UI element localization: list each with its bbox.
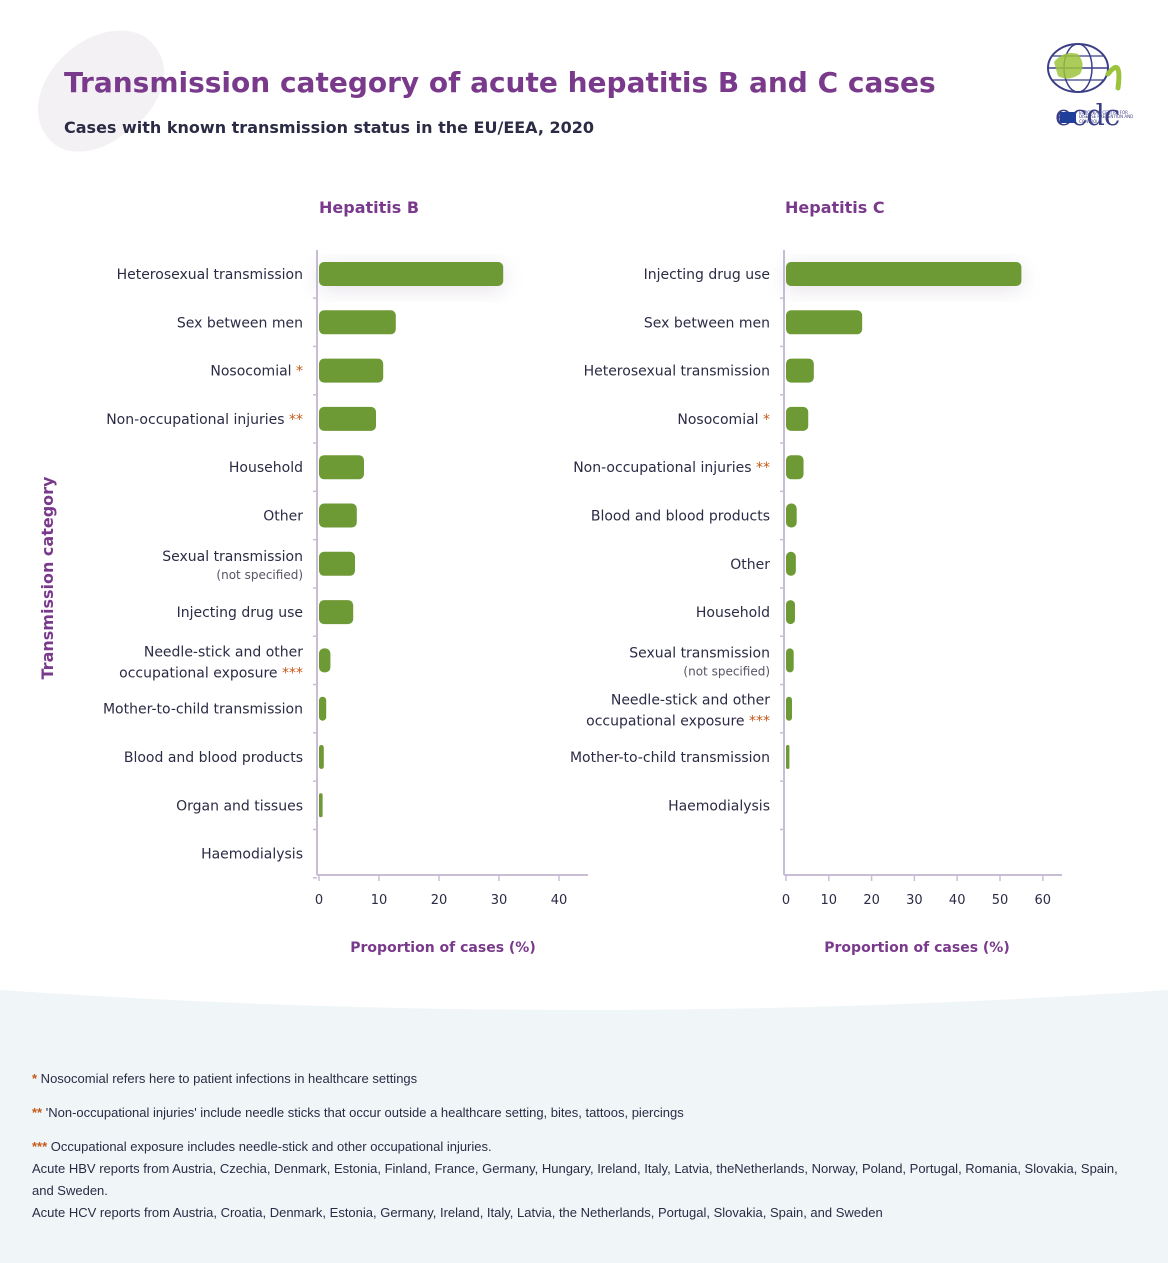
hepatitis-c-bar [786, 503, 797, 528]
hepatitis-c-category-label: Other [730, 557, 770, 573]
hepatitis-c-category-label: Household [696, 605, 770, 621]
footnote-text: Occupational exposure includes needle-st… [47, 1139, 492, 1154]
hepatitis-c-x-tick-label: 10 [821, 893, 838, 908]
hepatitis-b-bar [319, 406, 376, 431]
hepatitis-c-x-tick-label: 40 [949, 893, 966, 908]
hepatitis-b-bar [319, 648, 331, 673]
footnote-2: ** 'Non-occupational injuries' include n… [32, 1102, 1142, 1124]
hepatitis-b-x-axis-title: Proportion of cases (%) [350, 940, 535, 956]
hepatitis-b-bar [319, 503, 357, 528]
footnote-marker: ** [752, 460, 770, 476]
hepatitis-c-chart-title: Hepatitis C [785, 198, 885, 217]
footnote-marker: *** [745, 714, 770, 730]
footnote-marker: ** [285, 412, 303, 428]
hepatitis-b-bar [319, 358, 384, 383]
hepatitis-c-category-label: Non-occupational injuries ** [573, 460, 770, 476]
hepatitis-b-category-label: Mother-to-child transmission [103, 702, 303, 718]
hepatitis-b-bar [319, 551, 355, 576]
hepatitis-c-x-tick-label: 50 [992, 893, 1009, 908]
hepatitis-c-category-label: Injecting drug use [644, 267, 770, 283]
hepatitis-b-category-label: Nosocomial * [210, 364, 303, 380]
footnote-text: 'Non-occupational injuries' include need… [42, 1105, 684, 1120]
footer-wave [0, 990, 1168, 1010]
hepatitis-c-bar [786, 455, 804, 480]
hepatitis-c-category-label: Heterosexual transmission [584, 364, 770, 380]
hepatitis-c-category-label: Blood and blood products [591, 509, 770, 525]
footnote-marker: *** [32, 1139, 48, 1154]
footnotes: * Nosocomial refers here to patient infe… [32, 1068, 1142, 1224]
page-subtitle: Cases with known transmission status in … [64, 118, 595, 137]
y-axis-title: Transmission category [38, 476, 57, 680]
hepatitis-c-category-label: Mother-to-child transmission [570, 750, 770, 766]
hepatitis-b-category-label: Haemodialysis [201, 847, 303, 863]
hepatitis-b-category-label: occupational exposure *** [119, 665, 303, 681]
hepatitis-b-x-tick-label: 30 [491, 893, 508, 908]
hepatitis-b-category-label: Blood and blood products [124, 750, 303, 766]
hcv-countries-note: Acute HCV reports from Austria, Croatia,… [32, 1205, 883, 1220]
hepatitis-c-category-sublabel: (not specified) [683, 664, 770, 678]
hepatitis-b-bar [319, 455, 364, 480]
hepatitis-c-bar [786, 600, 795, 625]
hepatitis-b-category-label: Needle-stick and other [144, 644, 303, 660]
footnote-marker: *** [278, 665, 303, 681]
hepatitis-c-category-label: Nosocomial * [677, 412, 770, 428]
hepatitis-b-bar [319, 262, 504, 286]
footnote-text: Nosocomial refers here to patient infect… [37, 1071, 418, 1086]
footnote-3: *** Occupational exposure includes needl… [32, 1136, 1142, 1158]
globe-icon [1047, 43, 1122, 93]
hbv-countries-note: Acute HBV reports from Austria, Czechia,… [32, 1161, 1118, 1198]
footnote-1: * Nosocomial refers here to patient infe… [32, 1068, 1142, 1090]
hepatitis-c-bar [786, 696, 792, 721]
hepatitis-b-x-tick-label: 40 [551, 893, 568, 908]
footnote-marker: * [759, 412, 770, 428]
ecdc-logo: ecdc EUROPEAN CENTRE FOR DISEASE PREVENT… [1038, 38, 1138, 132]
hepatitis-b-category-sublabel: (not specified) [216, 568, 303, 582]
hepatitis-b-category-label: Organ and tissues [176, 798, 303, 814]
hepatitis-c-category-label: Sex between men [644, 315, 770, 331]
hepatitis-b-category-label: Heterosexual transmission [117, 267, 303, 283]
hepatitis-b-category-label: Injecting drug use [177, 605, 303, 621]
hepatitis-b-category-label: Sex between men [177, 315, 303, 331]
page-title: Transmission category of acute hepatitis… [64, 66, 936, 99]
footnote-marker: * [292, 364, 303, 380]
footnote-marker: * [32, 1071, 38, 1086]
hepatitis-c-bar [786, 745, 790, 769]
hepatitis-c-bar [786, 648, 794, 673]
hepatitis-c-bar [786, 310, 863, 335]
eu-flag-icon [1060, 112, 1076, 123]
hepatitis-b-chart-title: Hepatitis B [319, 198, 419, 217]
footnote-marker: ** [32, 1105, 43, 1120]
hepatitis-c-bar [786, 358, 814, 383]
hepatitis-c-x-tick-label: 30 [906, 893, 923, 908]
hepatitis-c-category-label: Haemodialysis [668, 798, 770, 814]
hepatitis-c-category-label: Needle-stick and other [611, 693, 770, 709]
hepatitis-c-category-label: occupational exposure *** [586, 714, 770, 730]
hepatitis-b-bar [319, 310, 396, 335]
hepatitis-b-bar [319, 793, 323, 818]
hepatitis-c-category-label: Sexual transmission [629, 645, 770, 661]
hepatitis-b-x-tick-label: 20 [431, 893, 448, 908]
hepatitis-b-category-label: Other [263, 509, 303, 525]
hepatitis-c-bar [786, 406, 809, 431]
hepatitis-b-x-tick-label: 10 [371, 893, 388, 908]
hepatitis-c-bar [786, 262, 1022, 286]
hepatitis-b-category-label: Household [229, 460, 303, 476]
hepatitis-c-bar [786, 551, 796, 576]
hepatitis-b-bar [319, 600, 354, 625]
hepatitis-c-x-tick-label: 60 [1035, 893, 1052, 908]
hepatitis-b-bar [319, 696, 327, 721]
hepatitis-b-x-tick-label: 0 [315, 893, 323, 908]
hepatitis-b-bar [319, 745, 324, 769]
hepatitis-c-x-tick-label: 20 [863, 893, 880, 908]
footer-band [0, 990, 1168, 1263]
hepatitis-c-x-tick-label: 0 [782, 893, 790, 908]
charts-area: Transmission category Hepatitis B Heterose… [0, 180, 1168, 980]
hepatitis-b-category-label: Non-occupational injuries ** [106, 412, 303, 428]
hepatitis-c-x-axis-title: Proportion of cases (%) [824, 940, 1009, 956]
logo-eu-text: EUROPEAN CENTRE FOR DISEASE PREVENTION A… [1079, 110, 1134, 124]
hepatitis-b-category-label: Sexual transmission [162, 549, 303, 565]
bar-charts: Transmission category Hepatitis B Heterose… [38, 198, 1062, 956]
